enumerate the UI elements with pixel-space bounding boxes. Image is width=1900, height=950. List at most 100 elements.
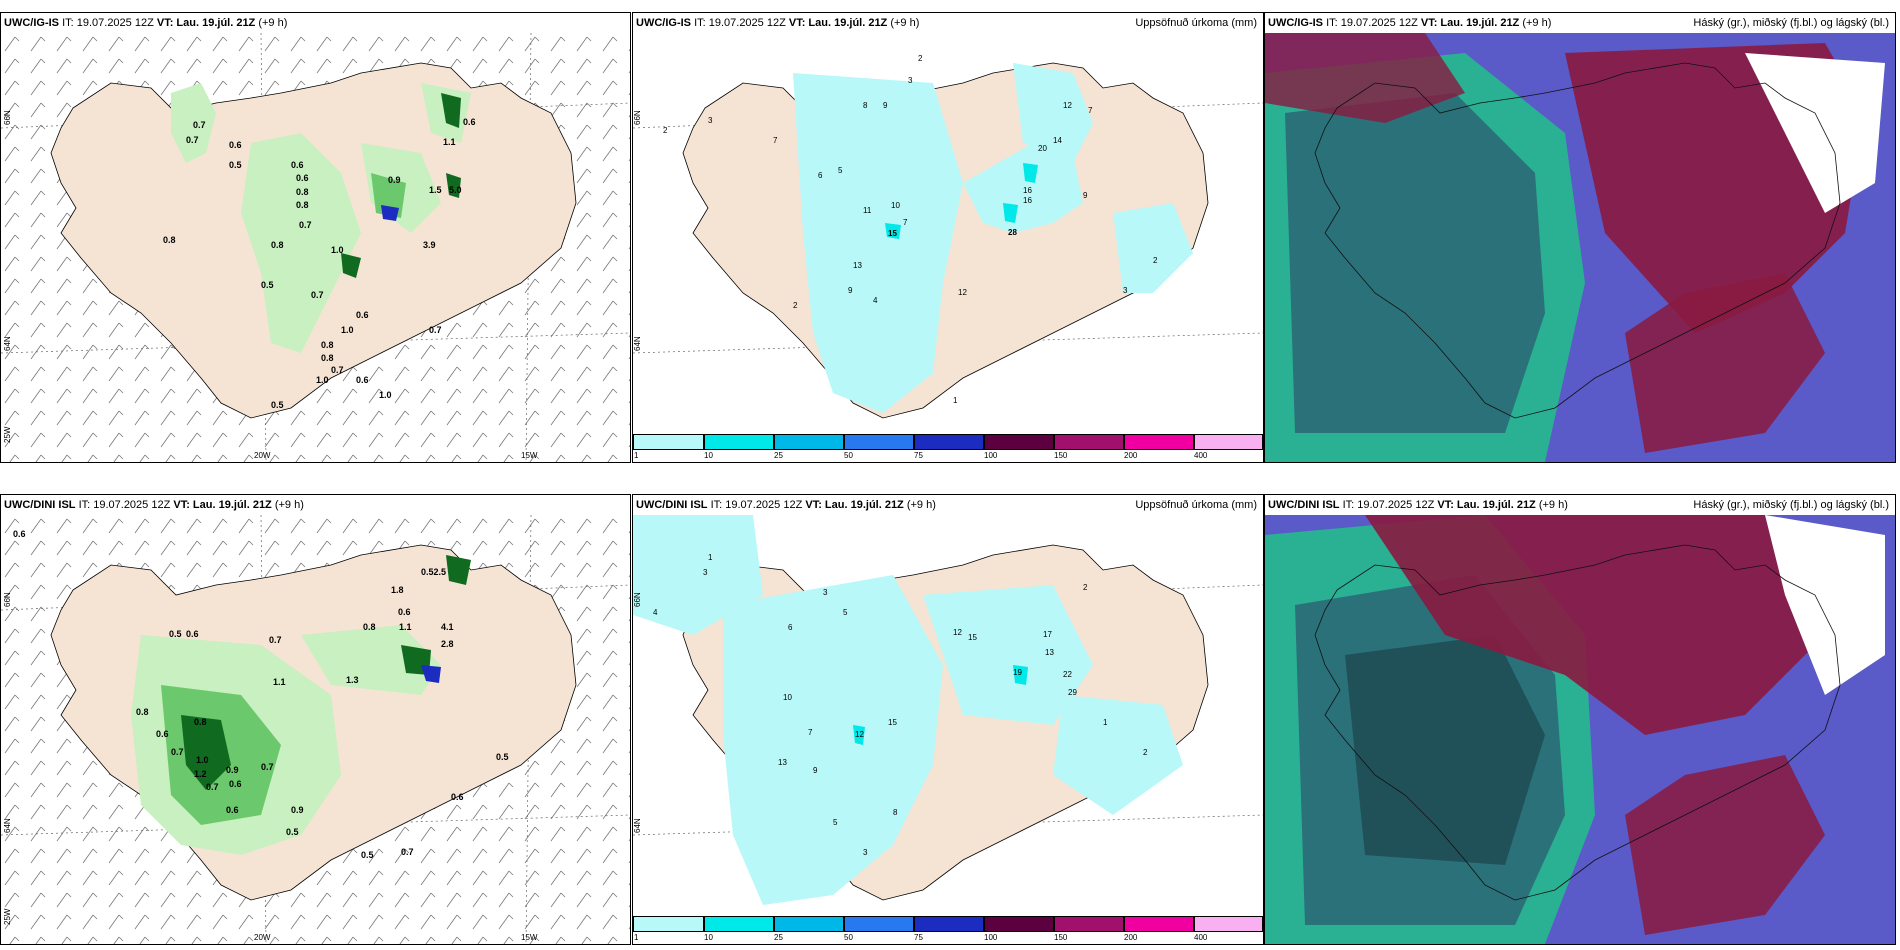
svg-text:1.0: 1.0 xyxy=(331,245,344,255)
svg-text:2: 2 xyxy=(1143,748,1148,757)
svg-text:0.5: 0.5 xyxy=(271,400,284,410)
svg-text:6: 6 xyxy=(788,623,793,632)
svg-text:1.3: 1.3 xyxy=(346,675,359,685)
colorbar-tick: 1 xyxy=(634,451,639,460)
panel-header: UWC/IG-IS IT: 19.07.2025 12Z VT: Lau. 19… xyxy=(1,13,630,33)
precip-values: 2 3 2 7 8 9 3 6 5 11 10 7 15 13 9 4 2 12… xyxy=(663,54,1158,405)
lat-label-64n: 64N xyxy=(633,336,642,351)
precip-map: 1 3 4 6 3 5 10 7 12 13 15 9 12 15 19 22 … xyxy=(633,515,1263,905)
svg-text:0.5: 0.5 xyxy=(229,160,242,170)
svg-text:0.6: 0.6 xyxy=(291,160,304,170)
colorbar-swatch-25 xyxy=(774,434,844,450)
svg-text:0.9: 0.9 xyxy=(388,175,401,185)
valid-label: VT: xyxy=(805,499,822,511)
model-name: UWC/IG-IS xyxy=(1268,17,1323,29)
svg-text:2: 2 xyxy=(793,301,798,310)
svg-text:0.6: 0.6 xyxy=(451,792,464,802)
colorbar: 1 10 25 50 75 100 150 200 400 xyxy=(633,432,1263,462)
lon-label-20w: 20W xyxy=(254,451,271,460)
svg-text:12: 12 xyxy=(855,730,864,739)
svg-text:2: 2 xyxy=(663,126,668,135)
colorbar-tick: 75 xyxy=(914,451,923,460)
lon-label-25w: 25W xyxy=(3,908,12,925)
lat-label-64n: 64N xyxy=(3,818,12,833)
svg-text:3: 3 xyxy=(863,848,868,857)
svg-text:12: 12 xyxy=(953,628,962,637)
precip-shading xyxy=(633,515,1183,905)
colorbar-tick: 50 xyxy=(844,933,853,942)
precip-values: 0.6 0.5 0.6 0.8 0.6 0.7 0.8 1.0 0.9 0.7 … xyxy=(13,529,509,860)
colorbar-swatch-75 xyxy=(914,916,984,932)
panel-bottom-wind: UWC/DINI ISL IT: 19.07.2025 12Z VT: Lau.… xyxy=(0,494,631,945)
valid-label: VT: xyxy=(173,499,190,511)
colorbar-swatch-200 xyxy=(1124,916,1194,932)
svg-text:1: 1 xyxy=(953,396,958,405)
init-time: IT: 19.07.2025 12Z xyxy=(1342,499,1435,511)
svg-text:10: 10 xyxy=(783,693,792,702)
svg-text:0.7: 0.7 xyxy=(331,365,344,375)
svg-text:0.8: 0.8 xyxy=(363,622,376,632)
panel-top-precip: UWC/IG-IS IT: 19.07.2025 12Z VT: Lau. 19… xyxy=(632,12,1264,463)
colorbar-swatch-200 xyxy=(1124,434,1194,450)
lead-time: (+9 h) xyxy=(890,17,920,29)
svg-text:0.5: 0.5 xyxy=(286,827,299,837)
colorbar-swatch-50 xyxy=(844,434,914,450)
svg-text:1.2: 1.2 xyxy=(194,769,207,779)
svg-text:5.0: 5.0 xyxy=(449,185,462,195)
colorbar-tick: 150 xyxy=(1054,933,1068,942)
svg-text:29: 29 xyxy=(1068,688,1077,697)
lead-time: (+9 h) xyxy=(1538,499,1568,511)
svg-text:0.8: 0.8 xyxy=(296,200,309,210)
svg-text:1.0: 1.0 xyxy=(196,755,209,765)
precip-values: 1 3 4 6 3 5 10 7 12 13 15 9 12 15 19 22 … xyxy=(653,553,1148,857)
model-name: UWC/DINI ISL xyxy=(4,499,76,511)
svg-text:0.6: 0.6 xyxy=(13,529,26,539)
svg-text:3: 3 xyxy=(823,588,828,597)
svg-text:15: 15 xyxy=(888,229,897,238)
svg-text:16: 16 xyxy=(1023,196,1032,205)
svg-text:0.8: 0.8 xyxy=(296,187,309,197)
svg-text:0.6: 0.6 xyxy=(296,173,309,183)
panel-top-cloud: UWC/IG-IS IT: 19.07.2025 12Z VT: Lau. 19… xyxy=(1264,12,1896,463)
lead-time: (+9 h) xyxy=(274,499,304,511)
colorbar-tick: 10 xyxy=(704,933,713,942)
svg-text:0.6: 0.6 xyxy=(226,805,239,815)
svg-text:2: 2 xyxy=(1153,256,1158,265)
svg-text:5: 5 xyxy=(843,608,848,617)
svg-text:12: 12 xyxy=(1063,101,1072,110)
svg-text:0.7: 0.7 xyxy=(429,325,442,335)
valid-time: Lau. 19.júl. 21Z xyxy=(1456,499,1536,511)
svg-text:4: 4 xyxy=(653,608,658,617)
svg-text:0.52.5: 0.52.5 xyxy=(421,567,446,577)
lat-label-65n: 66N xyxy=(633,592,642,607)
svg-text:0.8: 0.8 xyxy=(271,240,284,250)
svg-text:1.1: 1.1 xyxy=(443,137,456,147)
wind-map: 0.7 0.6 0.7 0.6 0.5 0.6 0.8 0.8 0.8 0.7 … xyxy=(1,33,630,462)
svg-text:1: 1 xyxy=(708,553,713,562)
iceland-outline xyxy=(1314,62,1841,419)
svg-text:10: 10 xyxy=(891,201,900,210)
svg-text:0.6: 0.6 xyxy=(356,310,369,320)
precip-shading xyxy=(131,555,471,855)
iceland-outline xyxy=(1314,544,1841,901)
lead-time: (+9 h) xyxy=(906,499,936,511)
valid-time: Lau. 19.júl. 21Z xyxy=(808,17,888,29)
svg-text:0.8: 0.8 xyxy=(163,235,176,245)
svg-text:2: 2 xyxy=(1083,583,1088,592)
svg-text:1.0: 1.0 xyxy=(379,390,392,400)
colorbar-tick: 75 xyxy=(914,933,923,942)
svg-text:0.7: 0.7 xyxy=(186,135,199,145)
precip-map: 2 3 2 7 8 9 3 6 5 11 10 7 15 13 9 4 2 12… xyxy=(633,54,1263,419)
colorbar-swatch-1 xyxy=(633,434,704,450)
svg-text:7: 7 xyxy=(903,218,908,227)
valid-label: VT: xyxy=(1437,499,1454,511)
colorbar-tick: 100 xyxy=(984,451,998,460)
svg-text:3: 3 xyxy=(708,116,713,125)
svg-text:7: 7 xyxy=(1088,106,1093,115)
lead-time: (+9 h) xyxy=(258,17,288,29)
cloud-map xyxy=(1265,33,1895,462)
svg-text:1: 1 xyxy=(1103,718,1108,727)
svg-text:20: 20 xyxy=(1038,144,1047,153)
panel-header: UWC/IG-IS IT: 19.07.2025 12Z VT: Lau. 19… xyxy=(633,13,1263,33)
svg-text:17: 17 xyxy=(1043,630,1052,639)
